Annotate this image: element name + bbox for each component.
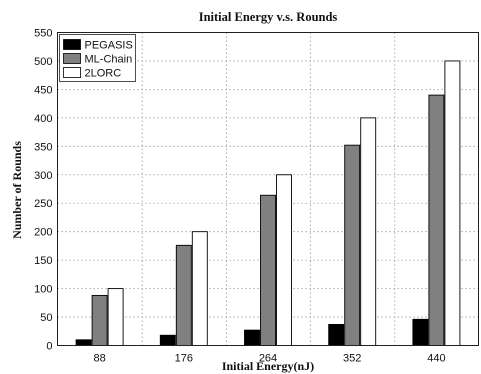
bar-ml-chain	[260, 194, 276, 346]
x-tick-label: 176	[175, 353, 193, 365]
y-tick-label: 450	[34, 84, 52, 96]
y-tick-label: 550	[34, 28, 52, 40]
x-tick-label: 352	[343, 353, 361, 365]
x-axis-label: Initial Energy(nJ)	[222, 359, 314, 373]
y-tick-label: 350	[34, 141, 52, 153]
legend-swatch	[63, 39, 81, 50]
bar-pegasis	[328, 323, 345, 346]
y-tick-label: 0	[46, 341, 52, 353]
x-tick-label: 440	[427, 353, 445, 365]
y-tick-label: 100	[34, 284, 52, 296]
legend-swatch	[63, 53, 81, 64]
bar-2lorc	[191, 231, 208, 346]
bar-2lorc	[360, 117, 377, 346]
legend-label: 2LORC	[85, 68, 122, 80]
y-axis-label: Number of Rounds	[10, 141, 24, 239]
bar-ml-chain	[428, 94, 445, 346]
bar-2lorc	[444, 60, 461, 346]
bar-pegasis	[244, 329, 260, 346]
legend: PEGASIS ML-Chain 2LORC	[59, 34, 136, 82]
bar-ml-chain	[175, 244, 192, 346]
legend-swatch	[63, 67, 81, 78]
y-tick-label: 300	[34, 170, 52, 182]
bar-pegasis	[159, 334, 176, 346]
tick-labels: 0 50 100 150 200 250 300 350 400 450 500 550 88 176 26…	[34, 28, 445, 365]
bar-2lorc	[276, 174, 292, 346]
y-tick-label: 400	[34, 113, 52, 125]
bar-pegasis	[75, 339, 92, 346]
bar-2lorc	[107, 288, 124, 346]
legend-label: ML-Chain	[85, 54, 133, 66]
x-tick-label: 264	[259, 353, 277, 365]
x-tick-label: 88	[93, 353, 105, 365]
grid-lines	[57, 32, 479, 346]
bar-ml-chain	[91, 294, 108, 346]
bar-ml-chain	[344, 144, 361, 346]
y-tick-label: 250	[34, 198, 52, 210]
y-tick-label: 50	[40, 312, 52, 324]
y-tick-label: 500	[34, 56, 52, 68]
chart-title: Initial Energy v.s. Rounds	[199, 10, 338, 24]
y-tick-label: 200	[34, 227, 52, 239]
y-tick-label: 150	[34, 255, 52, 267]
bar-pegasis	[412, 318, 429, 346]
plot-frame	[57, 32, 479, 346]
legend-label: PEGASIS	[85, 40, 133, 52]
